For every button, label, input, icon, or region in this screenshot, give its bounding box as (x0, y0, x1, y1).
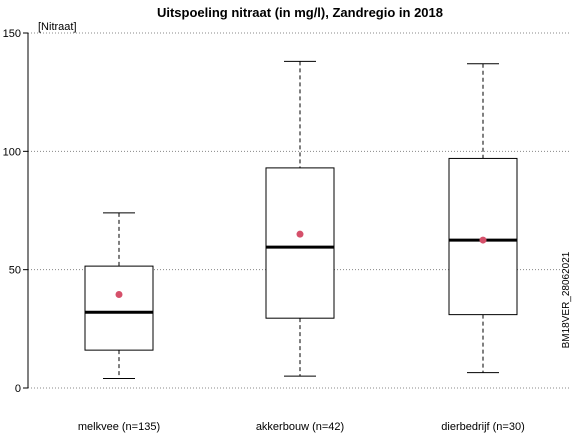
category-label: akkerbouw (n=42) (256, 421, 344, 433)
chart-title: Uitspoeling nitraat (in mg/l), Zandregio… (157, 5, 443, 20)
box-group (265, 60, 335, 377)
box-group (448, 63, 518, 374)
y-tick-label: 150 (3, 28, 21, 40)
iqr-box (448, 157, 518, 316)
iqr-box (84, 265, 154, 351)
category-label: melkvee (n=135) (78, 421, 160, 433)
x-axis-labels: melkvee (n=135) akkerbouw (n=42) dierbedri… (78, 421, 525, 433)
y-tick-label: 50 (9, 265, 21, 277)
iqr-box (265, 167, 335, 319)
y-axis: 0 50 100 150 (3, 28, 29, 395)
boxes (84, 60, 518, 380)
box-group (84, 212, 154, 380)
y-axis-label: [Nitraat] (38, 21, 77, 33)
y-tick-label: 100 (3, 146, 21, 158)
mean-marker (479, 236, 487, 244)
category-label: dierbedrijf (n=30) (441, 421, 524, 433)
side-label: BM18VER_28062021 (561, 251, 572, 348)
mean-marker (115, 291, 123, 299)
mean-marker (296, 230, 304, 238)
y-tick-label: 0 (15, 383, 21, 395)
